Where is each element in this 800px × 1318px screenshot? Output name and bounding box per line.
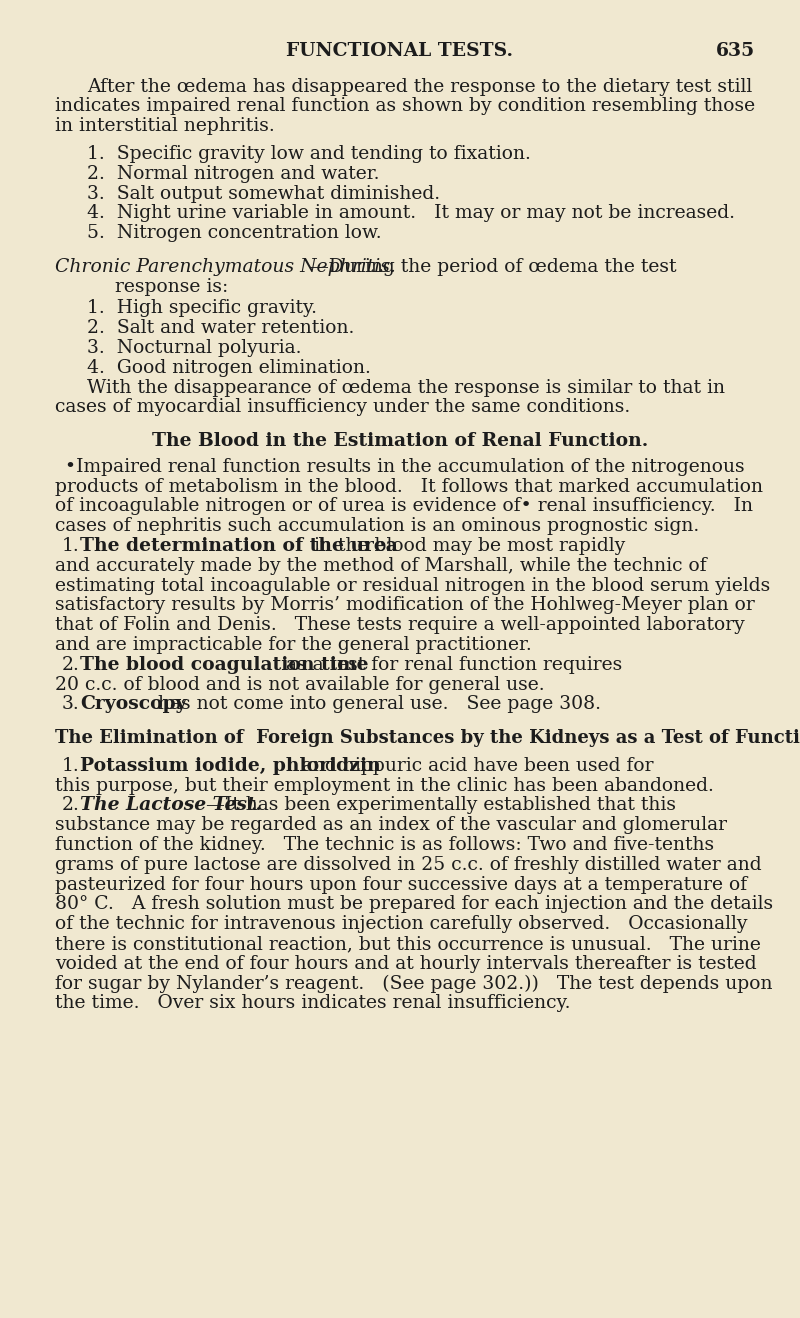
- Text: The Blood in the Estimation of Renal Function.: The Blood in the Estimation of Renal Fun…: [152, 432, 648, 449]
- Text: grams of pure lactose are dissolved in 25 c.c. of freshly distilled water and: grams of pure lactose are dissolved in 2…: [55, 855, 762, 874]
- Text: function of the kidney.   The technic is as follows: Two and five-tenths: function of the kidney. The technic is a…: [55, 836, 714, 854]
- Text: in the blood may be most rapidly: in the blood may be most rapidly: [308, 536, 626, 555]
- Text: With the disappearance of œdema the response is similar to that in: With the disappearance of œdema the resp…: [87, 378, 725, 397]
- Text: The determination of the urea: The determination of the urea: [80, 536, 398, 555]
- Text: •Impaired renal function results in the accumulation of the nitrogenous: •Impaired renal function results in the …: [65, 457, 745, 476]
- Text: 1.: 1.: [62, 757, 80, 775]
- Text: The blood coagulation time: The blood coagulation time: [80, 656, 369, 673]
- Text: estimating total incoagulable or residual nitrogen in the blood serum yields: estimating total incoagulable or residua…: [55, 576, 770, 594]
- Text: 3.  Salt output somewhat diminished.: 3. Salt output somewhat diminished.: [87, 185, 440, 203]
- Text: of incoagulable nitrogen or of urea is evidence of• renal insufficiency.   In: of incoagulable nitrogen or of urea is e…: [55, 497, 753, 515]
- Text: there is constitutional reaction, but this occurrence is unusual.   The urine: there is constitutional reaction, but th…: [55, 934, 761, 953]
- Text: products of metabolism in the blood.   It follows that marked accumulation: products of metabolism in the blood. It …: [55, 477, 763, 496]
- Text: cases of nephritis such accumulation is an ominous prognostic sign.: cases of nephritis such accumulation is …: [55, 517, 699, 535]
- Text: 1.: 1.: [62, 536, 80, 555]
- Text: the time.   Over six hours indicates renal insufficiency.: the time. Over six hours indicates renal…: [55, 994, 570, 1012]
- Text: After the œdema has disappeared the response to the dietary test still: After the œdema has disappeared the resp…: [87, 78, 752, 96]
- Text: —It has been experimentally established that this: —It has been experimentally established …: [206, 796, 676, 815]
- Text: indicates impaired renal function as shown by condition resembling those: indicates impaired renal function as sho…: [55, 98, 755, 116]
- Text: for sugar by Nylander’s reagent.   (See page 302.))   The test depends upon: for sugar by Nylander’s reagent. (See pa…: [55, 974, 773, 992]
- Text: pasteurized for four hours upon four successive days at a temperature of: pasteurized for four hours upon four suc…: [55, 875, 747, 894]
- Text: FUNCTIONAL TESTS.: FUNCTIONAL TESTS.: [286, 42, 514, 61]
- Text: cases of myocardial insufficiency under the same conditions.: cases of myocardial insufficiency under …: [55, 398, 630, 416]
- Text: 1.  Specific gravity low and tending to fixation.: 1. Specific gravity low and tending to f…: [87, 145, 531, 163]
- Text: of the technic for intravenous injection carefully observed.   Occasionally: of the technic for intravenous injection…: [55, 915, 747, 933]
- Text: that of Folin and Denis.   These tests require a well-appointed laboratory: that of Folin and Denis. These tests req…: [55, 617, 745, 634]
- Text: 2.  Normal nitrogen and water.: 2. Normal nitrogen and water.: [87, 165, 379, 183]
- Text: 2.  Salt and water retention.: 2. Salt and water retention.: [87, 319, 354, 337]
- Text: 2.: 2.: [62, 656, 80, 673]
- Text: and accurately made by the method of Marshall, while the technic of: and accurately made by the method of Mar…: [55, 556, 706, 575]
- Text: this purpose, but their employment in the clinic has been abandoned.: this purpose, but their employment in th…: [55, 776, 714, 795]
- Text: 20 c.c. of blood and is not available for general use.: 20 c.c. of blood and is not available fo…: [55, 676, 545, 693]
- Text: 4.  Good nitrogen elimination.: 4. Good nitrogen elimination.: [87, 358, 371, 377]
- Text: 3.  Nocturnal polyuria.: 3. Nocturnal polyuria.: [87, 339, 302, 357]
- Text: 635: 635: [716, 42, 755, 61]
- Text: 1.  High specific gravity.: 1. High specific gravity.: [87, 299, 317, 318]
- Text: 4.  Night urine variable in amount.   It may or may not be increased.: 4. Night urine variable in amount. It ma…: [87, 204, 735, 223]
- Text: Potassium iodide, phloridzin: Potassium iodide, phloridzin: [80, 757, 381, 775]
- Text: 5.  Nitrogen concentration low.: 5. Nitrogen concentration low.: [87, 224, 382, 243]
- Text: 3.: 3.: [62, 696, 80, 713]
- Text: Chronic Parenchymatous Nephritis.: Chronic Parenchymatous Nephritis.: [55, 258, 396, 275]
- Text: substance may be regarded as an index of the vascular and glomerular: substance may be regarded as an index of…: [55, 816, 727, 834]
- Text: satisfactory results by Morris’ modification of the Hohlweg-Meyer plan or: satisfactory results by Morris’ modifica…: [55, 597, 754, 614]
- Text: has not come into general use.   See page 308.: has not come into general use. See page …: [152, 696, 601, 713]
- Text: as a test for renal function requires: as a test for renal function requires: [280, 656, 622, 673]
- Text: response is:: response is:: [115, 278, 228, 295]
- Text: The Lactose Test.: The Lactose Test.: [80, 796, 262, 815]
- Text: and hippuric acid have been used for: and hippuric acid have been used for: [296, 757, 654, 775]
- Text: and are impracticable for the general practitioner.: and are impracticable for the general pr…: [55, 637, 532, 654]
- Text: Cryoscopy: Cryoscopy: [80, 696, 186, 713]
- Text: in interstitial nephritis.: in interstitial nephritis.: [55, 117, 274, 136]
- Text: The Elimination of  Foreign Substances by the Kidneys as a Test of Function.: The Elimination of Foreign Substances by…: [55, 729, 800, 747]
- Text: —During the period of œdema the test: —During the period of œdema the test: [310, 258, 677, 275]
- Text: voided at the end of four hours and at hourly intervals thereafter is tested: voided at the end of four hours and at h…: [55, 954, 757, 973]
- Text: 2.: 2.: [62, 796, 80, 815]
- Text: 80° C.   A fresh solution must be prepared for each injection and the details: 80° C. A fresh solution must be prepared…: [55, 895, 773, 913]
